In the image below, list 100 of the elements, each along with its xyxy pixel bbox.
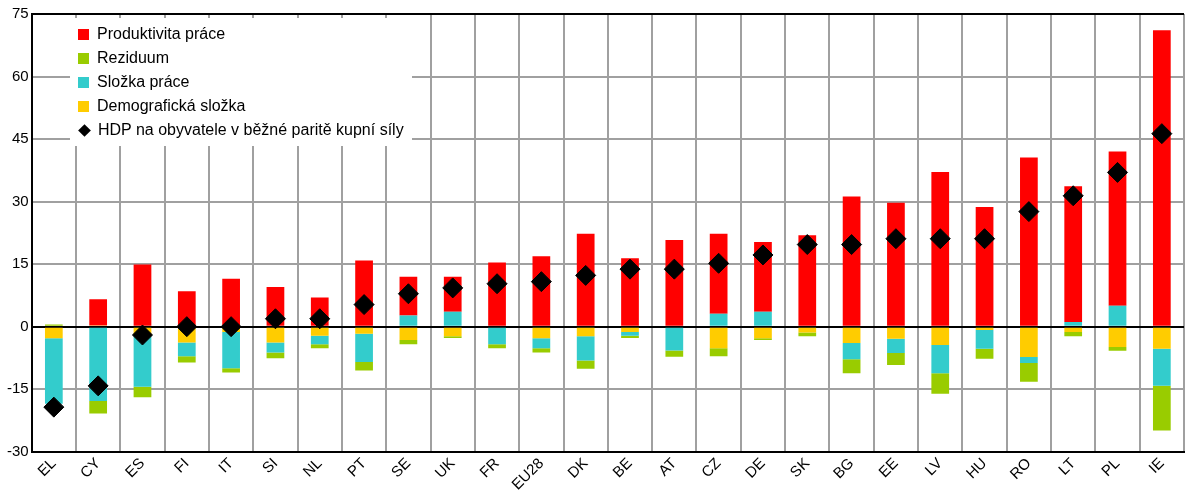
bar [399,327,418,341]
y-tick-label: 75 [11,4,29,22]
point [309,308,331,330]
bar [355,327,373,334]
bar [709,313,728,326]
y-tick-label: -30 [6,441,29,459]
point [1018,201,1040,223]
point [575,264,597,286]
bar [89,400,108,414]
point [619,258,641,280]
x-tick-label: PL [1097,454,1123,480]
point [974,228,996,250]
x-tick-label: LT [1054,454,1079,478]
x-tick-label: NL [299,454,325,480]
bar [576,360,595,369]
bar [355,362,373,371]
bar [1108,347,1127,351]
bar [665,327,684,351]
legend-label: Produktivita práce [97,24,226,44]
bar [133,264,152,326]
bar [266,327,285,343]
bar [975,330,994,349]
bar [399,340,418,345]
bar [887,352,905,366]
x-tick-label: IE [1144,454,1167,477]
bar [1064,322,1083,326]
bar [177,356,196,363]
x-tick-label: SI [258,454,281,477]
point [442,277,464,299]
bar [1152,30,1171,326]
x-tick-label: CY [76,454,104,481]
bar [931,327,950,346]
y-tick-label: -15 [6,379,29,397]
bar [488,327,506,345]
bar [887,327,905,339]
legend-label: Reziduum [97,48,170,68]
x-tick-label: AT [654,454,680,479]
bar [1020,327,1038,358]
bar [44,327,63,339]
legend-label: Demografická složka [97,96,246,116]
y-tick-label: 45 [11,129,29,147]
bar [443,327,462,337]
point [752,244,774,266]
point [264,308,286,330]
bar [1108,305,1127,326]
point [929,228,951,250]
x-tick-label: IT [214,454,237,476]
bar [1108,327,1127,348]
bar [842,359,861,374]
bar [1020,362,1038,382]
bar [1064,327,1083,333]
bar [177,342,196,357]
bar [754,327,772,339]
bar [887,338,905,353]
x-tick-label: SK [786,454,813,481]
x-tick-label: LV [921,454,946,479]
x-tick-label: SE [387,454,414,481]
point [220,316,242,338]
point [353,294,375,316]
bar [931,345,950,374]
bar [931,172,950,326]
x-tick-label: FI [170,454,192,476]
x-tick-label: CZ [697,454,724,481]
bar [754,311,772,326]
bar [532,348,551,353]
x-tick-label: UK [431,454,458,481]
x-tick-label: BG [829,454,857,482]
bar [842,342,861,360]
bar [576,336,595,361]
x-tick-label: DE [741,454,769,481]
bar [355,333,373,363]
x-tick-label: RO [1006,454,1034,483]
bar [532,338,551,349]
point [1107,161,1129,183]
bar [621,327,639,333]
bar [1064,332,1083,337]
bar [44,338,63,404]
bar [1020,157,1038,326]
point [43,396,65,418]
y-tick-label: 15 [11,254,29,272]
bar [310,327,329,336]
bar [266,342,285,353]
bar [931,373,950,394]
x-tick-label: EL [33,454,59,480]
point [176,316,198,338]
x-tick-label: FR [475,454,503,481]
bar [89,299,108,326]
bar [975,348,994,359]
point [796,234,818,256]
bar [1064,186,1083,323]
x-tick-label: EE [874,454,901,481]
bar [443,311,462,326]
bar [842,327,861,343]
x-tick-label: BE [608,454,636,481]
bar [310,335,329,345]
x-tick-label: PT [343,454,370,480]
legend-label: Složka práce [97,72,190,92]
bar [133,386,152,398]
x-tick-label: DK [563,454,591,481]
point [530,271,552,293]
